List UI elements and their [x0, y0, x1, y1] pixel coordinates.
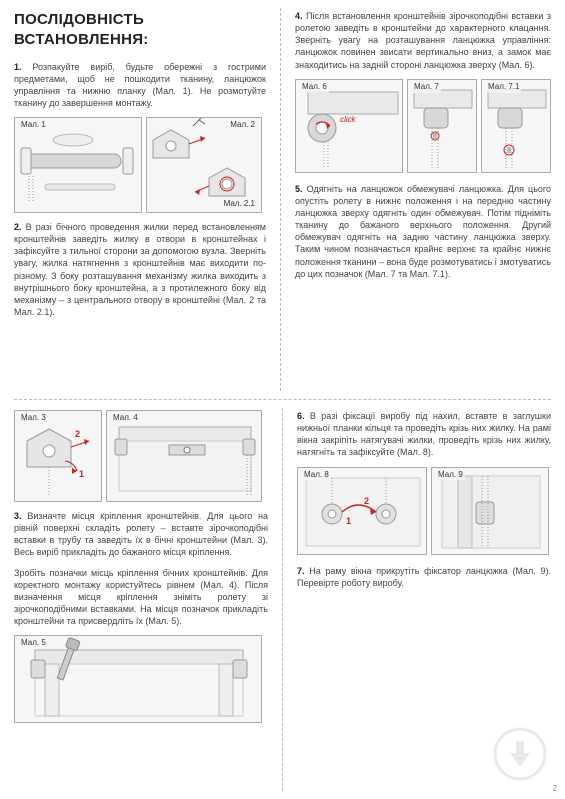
figure-3-drawing: 2 1	[15, 411, 102, 502]
figure-6: Мал. 6 click	[295, 79, 403, 173]
figure-8-drawing: 1 2	[298, 468, 427, 555]
step-2-text: 2. В разі бічного проведення жилки перед…	[14, 221, 266, 318]
section-3: Мал. 3 2 1 Мал. 4	[0, 400, 282, 799]
figure-2: Мал. 2 Мал. 2.1	[146, 117, 262, 213]
figure-4-label: Мал. 4	[111, 413, 140, 424]
figure-2-1-label: Мал. 2.1	[222, 199, 257, 210]
figure-7-label: Мал. 7	[412, 82, 441, 93]
section-1-2: ПОСЛІДОВНІСТЬ ВСТАНОВЛЕННЯ: 1. Розпакуйт…	[0, 0, 280, 399]
figure-3: Мал. 3 2 1	[14, 410, 102, 502]
step-3-text-b: Зробіть позначки місць кріплення бічних …	[14, 567, 268, 628]
figure-9: Мал. 9	[431, 467, 549, 555]
step-1-number: 1.	[14, 62, 22, 72]
watermark-icon	[493, 727, 547, 781]
step-6-body: В разі фіксації виробу під нахил, вставт…	[297, 411, 551, 457]
svg-text:2: 2	[364, 496, 369, 506]
figure-5-label: Мал. 5	[19, 638, 48, 649]
step-3-text-a: 3. Визначте місця кріплення кронштейнів.…	[14, 510, 268, 559]
figure-7-1-drawing	[482, 80, 551, 173]
figure-1: Мал. 1	[14, 117, 142, 213]
figure-6-label: Мал. 6	[300, 82, 329, 93]
page-title: ПОСЛІДОВНІСТЬ ВСТАНОВЛЕННЯ:	[14, 10, 266, 51]
figure-1-label: Мал. 1	[19, 120, 48, 131]
step-2-body: В разі бічного проведення жилки перед вс…	[14, 222, 266, 317]
figure-6-drawing: click	[296, 80, 403, 173]
step-6-text: 6. В разі фіксації виробу під нахил, вст…	[297, 410, 551, 459]
figure-9-drawing	[432, 468, 549, 555]
figure-4-drawing	[107, 411, 262, 502]
step-5-number: 5.	[295, 184, 303, 194]
figure-5-drawing	[15, 636, 262, 723]
figure-1-drawing	[15, 118, 142, 213]
figure-7: Мал. 7	[407, 79, 477, 173]
figure-8-label: Мал. 8	[302, 470, 331, 481]
figure-3-label: Мал. 3	[19, 413, 48, 424]
figure-7-1-label: Мал. 7.1	[486, 82, 521, 93]
step-6-number: 6.	[297, 411, 305, 421]
step-1-text: 1. Розпакуйте виріб, будьте обережні з г…	[14, 61, 266, 110]
step-2-number: 2.	[14, 222, 22, 232]
step-4-number: 4.	[295, 11, 303, 21]
figure-7-1: Мал. 7.1	[481, 79, 551, 173]
figure-8: Мал. 8 1 2	[297, 467, 427, 555]
figure-7-drawing	[408, 80, 477, 173]
svg-text:2: 2	[75, 429, 80, 439]
step-4-text: 4. Після встановлення кронштейнів зірочк…	[295, 10, 551, 71]
step-7-body: На раму вікна прикрутіть фіксатор ланцюж…	[297, 566, 551, 588]
step-3-number: 3.	[14, 511, 22, 521]
section-4-5: 4. Після встановлення кронштейнів зірочк…	[281, 0, 565, 399]
figure-4: Мал. 4	[106, 410, 262, 502]
step-7-number: 7.	[297, 566, 305, 576]
step-5-body: Одягніть на ланцюжок обмежувачі ланцюжка…	[295, 184, 551, 279]
step-7-text: 7. На раму вікна прикрутіть фіксатор лан…	[297, 565, 551, 589]
figure-5: Мал. 5	[14, 635, 262, 723]
step-3-body-a: Визначте місця кріплення кронштейнів. Дл…	[14, 511, 268, 557]
step-1-body: Розпакуйте виріб, будьте обережні з гост…	[14, 62, 266, 108]
figure-9-label: Мал. 9	[436, 470, 465, 481]
svg-text:1: 1	[346, 516, 351, 526]
page-number: 2	[553, 784, 557, 795]
click-label: click	[340, 115, 357, 124]
figure-2-label: Мал. 2	[228, 120, 257, 131]
svg-text:1: 1	[79, 469, 84, 479]
section-6-7: 6. В разі фіксації виробу під нахил, вст…	[283, 400, 565, 799]
step-4-body: Після встановлення кронштейнів зірочкопо…	[295, 11, 551, 70]
step-5-text: 5. Одягніть на ланцюжок обмежувачі ланцю…	[295, 183, 551, 280]
